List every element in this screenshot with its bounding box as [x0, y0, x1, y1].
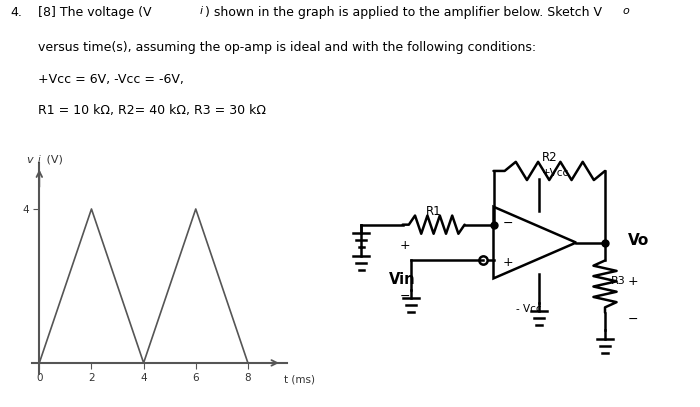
Text: - Vcc: - Vcc: [516, 304, 542, 314]
Text: +: +: [628, 275, 638, 288]
Text: R3: R3: [611, 276, 626, 286]
Text: Vo: Vo: [628, 234, 649, 248]
Text: R2: R2: [541, 151, 557, 164]
Text: +: +: [400, 239, 410, 252]
Text: i: i: [199, 6, 202, 16]
Text: +: +: [503, 256, 513, 269]
Text: R1 = 10 kΩ, R2= 40 kΩ, R3 = 30 kΩ: R1 = 10 kΩ, R2= 40 kΩ, R3 = 30 kΩ: [38, 104, 267, 117]
Text: t (ms): t (ms): [284, 374, 316, 385]
Text: R1: R1: [426, 205, 442, 218]
Text: ) shown in the graph is applied to the amplifier below. Sketch V: ) shown in the graph is applied to the a…: [205, 6, 602, 19]
Text: +Vcc = 6V, -Vcc = -6V,: +Vcc = 6V, -Vcc = -6V,: [38, 73, 184, 86]
Text: +Vcc: +Vcc: [542, 168, 570, 178]
Text: i: i: [38, 155, 41, 165]
Text: −: −: [628, 313, 638, 326]
Text: [8] The voltage (V: [8] The voltage (V: [38, 6, 152, 19]
Text: o: o: [622, 6, 629, 16]
Text: Vin: Vin: [389, 272, 416, 287]
Text: versus time(s), assuming the op-amp is ideal and with the following conditions:: versus time(s), assuming the op-amp is i…: [38, 41, 537, 54]
Text: −: −: [503, 217, 513, 230]
Text: v: v: [26, 155, 33, 165]
Text: (V): (V): [43, 155, 63, 165]
Text: −: −: [400, 290, 410, 303]
Text: 4.: 4.: [10, 6, 22, 19]
